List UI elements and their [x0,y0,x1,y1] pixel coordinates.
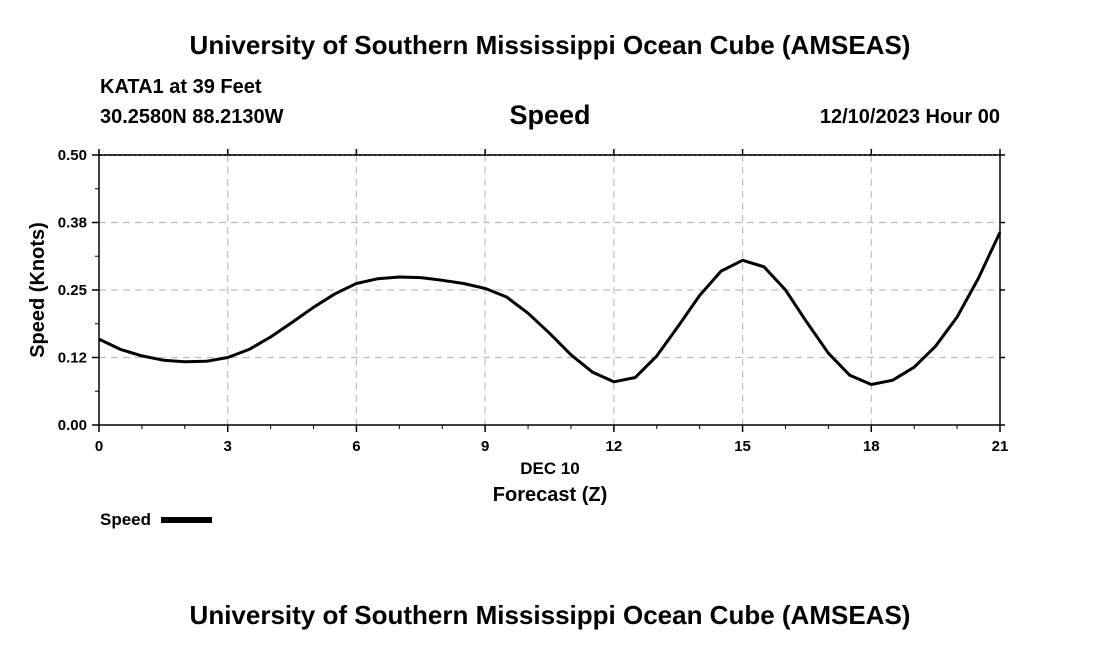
legend: Speed [100,510,212,529]
x-tick-label: 15 [734,438,751,455]
page-title: University of Southern Mississippi Ocean… [189,30,911,60]
y-tick-label: 0.50 [58,147,87,164]
y-axis-title: Speed (Knots) [27,222,49,358]
x-tick-label: 0 [95,438,103,455]
x-date-label: DEC 10 [520,459,580,478]
footer-title: University of Southern Mississippi Ocean… [189,600,911,630]
x-tick-labels: 0 3 6 9 12 15 18 21 [95,438,1009,455]
axis-ticks [92,149,1005,432]
x-tick-label: 21 [992,438,1009,455]
station-label: KATA1 at 39 Feet [100,76,262,98]
grid-lines [99,154,1000,425]
speed-series-line [98,231,1002,386]
x-axis-title: Forecast (Z) [493,484,607,506]
y-tick-labels: 0.00 0.12 0.25 0.38 0.50 [58,147,87,434]
coordinates-label: 30.2580N 88.2130W [100,106,284,128]
y-tick-label: 0.25 [58,282,87,299]
y-tick-label: 0.00 [58,417,87,434]
x-tick-label: 6 [352,438,360,455]
legend-label: Speed [100,510,151,529]
x-tick-label: 12 [606,438,623,455]
y-tick-label: 0.12 [58,350,87,367]
forecast-datetime: 12/10/2023 Hour 00 [819,106,1000,128]
y-tick-label: 0.38 [58,215,87,232]
chart-title: Speed [509,100,591,130]
x-tick-label: 3 [224,438,232,455]
x-tick-label: 18 [863,438,880,455]
x-tick-label: 9 [481,438,489,455]
